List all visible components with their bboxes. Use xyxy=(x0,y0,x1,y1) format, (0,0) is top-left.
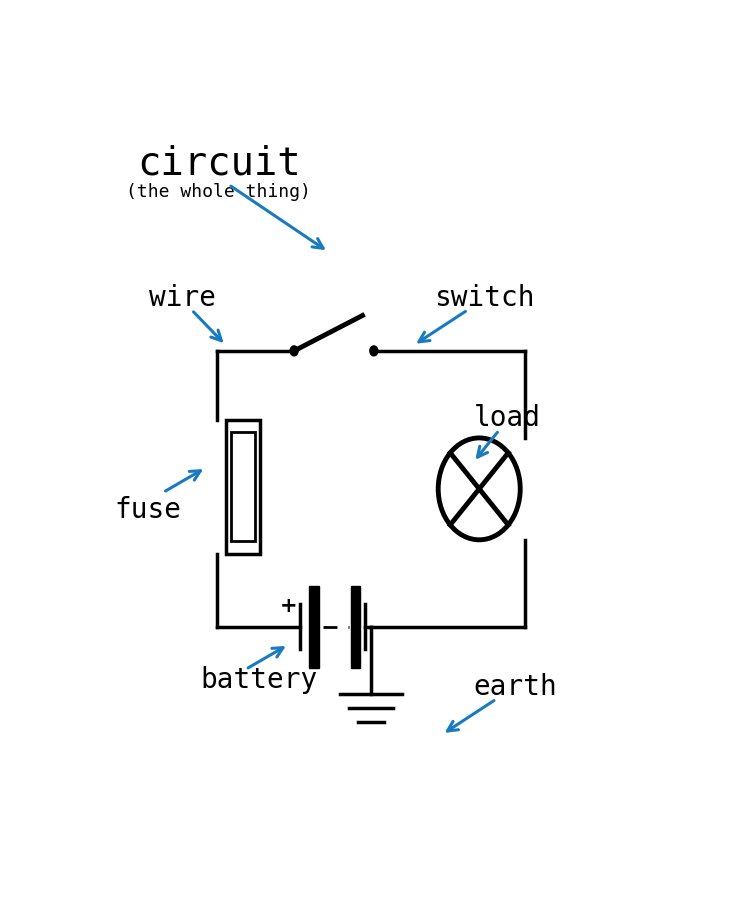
Text: battery: battery xyxy=(200,666,318,694)
Bar xyxy=(226,419,260,554)
Bar xyxy=(351,585,360,668)
Text: wire: wire xyxy=(148,284,216,312)
Text: fuse: fuse xyxy=(115,496,182,524)
Text: circuit: circuit xyxy=(137,144,301,182)
Circle shape xyxy=(370,346,378,356)
Circle shape xyxy=(290,346,298,356)
Text: switch: switch xyxy=(434,284,534,312)
Text: load: load xyxy=(473,404,540,432)
Text: (the whole thing): (the whole thing) xyxy=(126,183,311,200)
Text: earth: earth xyxy=(473,673,557,701)
Bar xyxy=(309,585,318,668)
Text: +: + xyxy=(279,596,297,616)
Circle shape xyxy=(438,438,520,539)
Bar xyxy=(231,432,255,541)
